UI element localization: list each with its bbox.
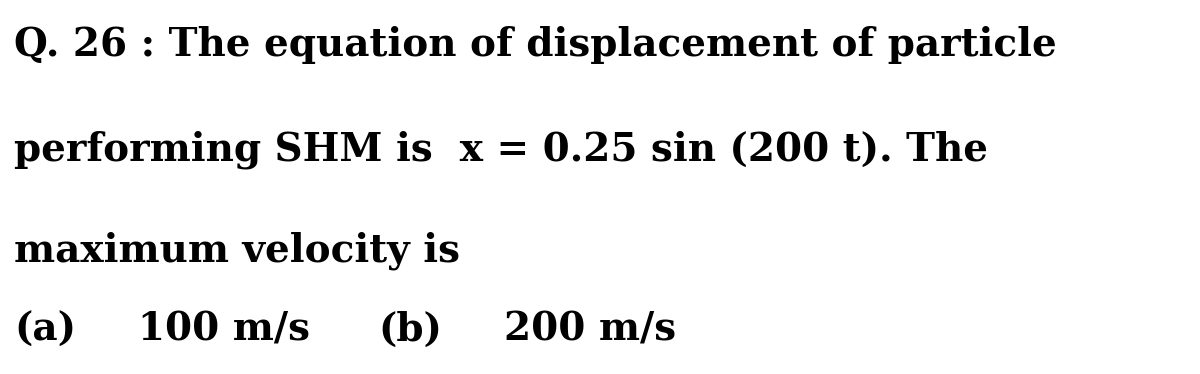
Text: (a): (a) [14, 310, 77, 349]
Text: 100 m/s: 100 m/s [138, 310, 310, 349]
Text: performing SHM is  x = 0.25 sin (200 t). The: performing SHM is x = 0.25 sin (200 t). … [14, 131, 989, 169]
Text: (b): (b) [378, 310, 442, 349]
Text: 200 m/s: 200 m/s [504, 310, 676, 349]
Text: maximum velocity is: maximum velocity is [14, 232, 461, 270]
Text: Q. 26 : The equation of displacement of particle: Q. 26 : The equation of displacement of … [14, 26, 1057, 64]
